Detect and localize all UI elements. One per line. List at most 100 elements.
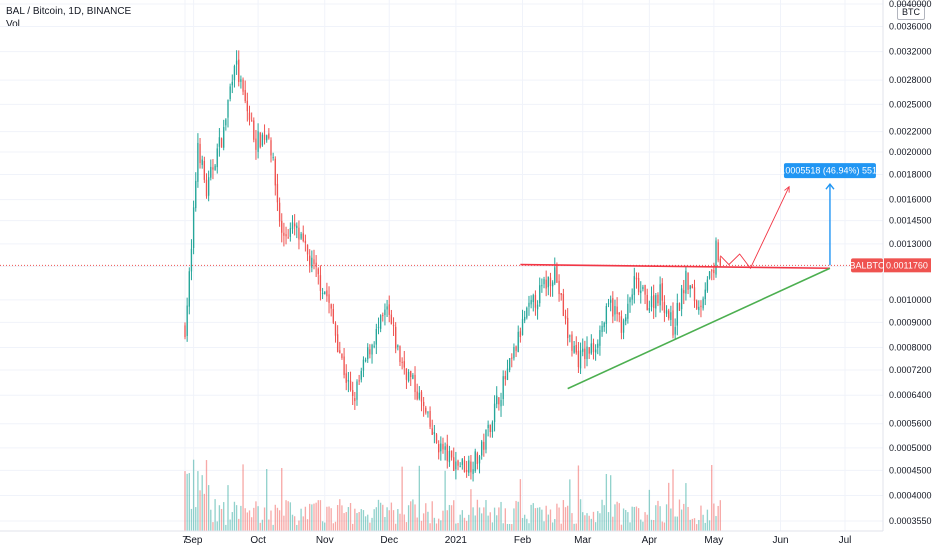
candle-body (526, 307, 528, 318)
volume-bar (315, 502, 317, 531)
candle-body (695, 300, 698, 309)
volume-bar (665, 504, 668, 531)
candle-body (532, 295, 534, 303)
volume-bar (291, 514, 294, 531)
volume-bar (446, 510, 448, 531)
candle-body (255, 138, 257, 150)
candle-body (564, 315, 567, 319)
y-tick-label: 0.0022000 (889, 127, 932, 137)
candle-body (274, 158, 276, 186)
measure-arrowhead (825, 183, 835, 190)
volume-bar (416, 517, 418, 531)
volume-bar (584, 515, 586, 531)
candle-body (244, 90, 246, 102)
volume-bar (652, 520, 655, 531)
volume-bar (403, 514, 405, 531)
volume-bar (655, 505, 657, 531)
candle-body (603, 322, 605, 328)
volume-bar (253, 507, 255, 531)
candle-body (601, 325, 603, 333)
volume-bar (377, 499, 380, 531)
candle-body (465, 470, 468, 472)
candle-body (386, 306, 388, 310)
volume-bar (407, 505, 410, 531)
candle-body (700, 305, 702, 308)
volume-bar (248, 510, 251, 531)
volume-bar (422, 513, 425, 531)
candle-body (268, 133, 270, 139)
volume-bar (685, 483, 687, 531)
volume-bar (627, 512, 629, 531)
volume-bar (644, 512, 646, 531)
volume-bar (459, 514, 461, 531)
candle-body (293, 223, 296, 227)
candle-body (579, 350, 582, 369)
currency-button[interactable]: BTC (897, 4, 925, 20)
x-tick-label: May (704, 535, 723, 546)
candle-body (278, 202, 281, 222)
volume-bar (521, 518, 524, 531)
candle-body (620, 316, 623, 333)
candle-body (403, 361, 405, 368)
candle-body (289, 228, 292, 237)
badges: 0.0005518 (46.94%) 5518 BALBTC 0.0011760 (778, 163, 931, 273)
volume-bar (493, 507, 496, 531)
candle-body (440, 443, 442, 452)
candle-body (683, 290, 685, 294)
volume-bar (532, 503, 534, 531)
volume-bar (410, 501, 412, 531)
candle-body (633, 276, 635, 295)
volume-bar (324, 522, 326, 531)
volume-bar (594, 522, 597, 531)
candle-body (668, 310, 670, 319)
volume-bar (579, 499, 582, 531)
volume-bar (592, 511, 595, 531)
volume-bar (708, 520, 711, 531)
volume-bar (358, 512, 360, 531)
candle-body (362, 359, 365, 371)
candle-body (618, 312, 620, 315)
volume-bar (427, 511, 429, 531)
candle-body (444, 446, 446, 450)
volume-bar (313, 503, 315, 531)
volume-bar (235, 505, 238, 531)
y-tick-label: 0.0008000 (889, 343, 932, 353)
candle-body (306, 244, 309, 255)
volume-bar (328, 506, 330, 531)
measure-label-box (783, 163, 876, 179)
volume-bar (483, 507, 485, 531)
candle-body (616, 306, 618, 315)
candle-body (594, 349, 597, 353)
x-tick-label: Jun (772, 535, 788, 546)
candle-body (485, 429, 487, 450)
candle-body (302, 233, 304, 241)
volume-bar (412, 499, 414, 531)
x-tick-label: Dec (380, 535, 398, 546)
volume-bar (648, 489, 651, 531)
candle-body (341, 353, 343, 359)
candle-body (528, 302, 530, 307)
candle-body (425, 407, 427, 413)
candle-body (281, 220, 283, 233)
volume-bar (642, 521, 644, 531)
volume-bar (352, 523, 354, 531)
volume-bar (562, 500, 565, 531)
volume-bar (227, 485, 229, 531)
price-axis[interactable]: 0.0040000 0.0036000 0.0032000 0.0028000 0.00… (889, 0, 932, 526)
volume-bar (612, 516, 614, 531)
volume-bar (431, 501, 433, 531)
candle-body (536, 304, 539, 310)
volume-bar (558, 507, 560, 531)
volume-bar (259, 522, 261, 531)
candle-body (521, 318, 524, 336)
volume-bar (478, 507, 481, 531)
volume-bar (498, 507, 500, 531)
volume-bar (625, 509, 627, 531)
volume-bar (657, 500, 659, 531)
candle-body (569, 335, 571, 337)
candle-body (543, 279, 545, 285)
volume-bar (702, 514, 704, 531)
volume-bar (425, 503, 427, 531)
